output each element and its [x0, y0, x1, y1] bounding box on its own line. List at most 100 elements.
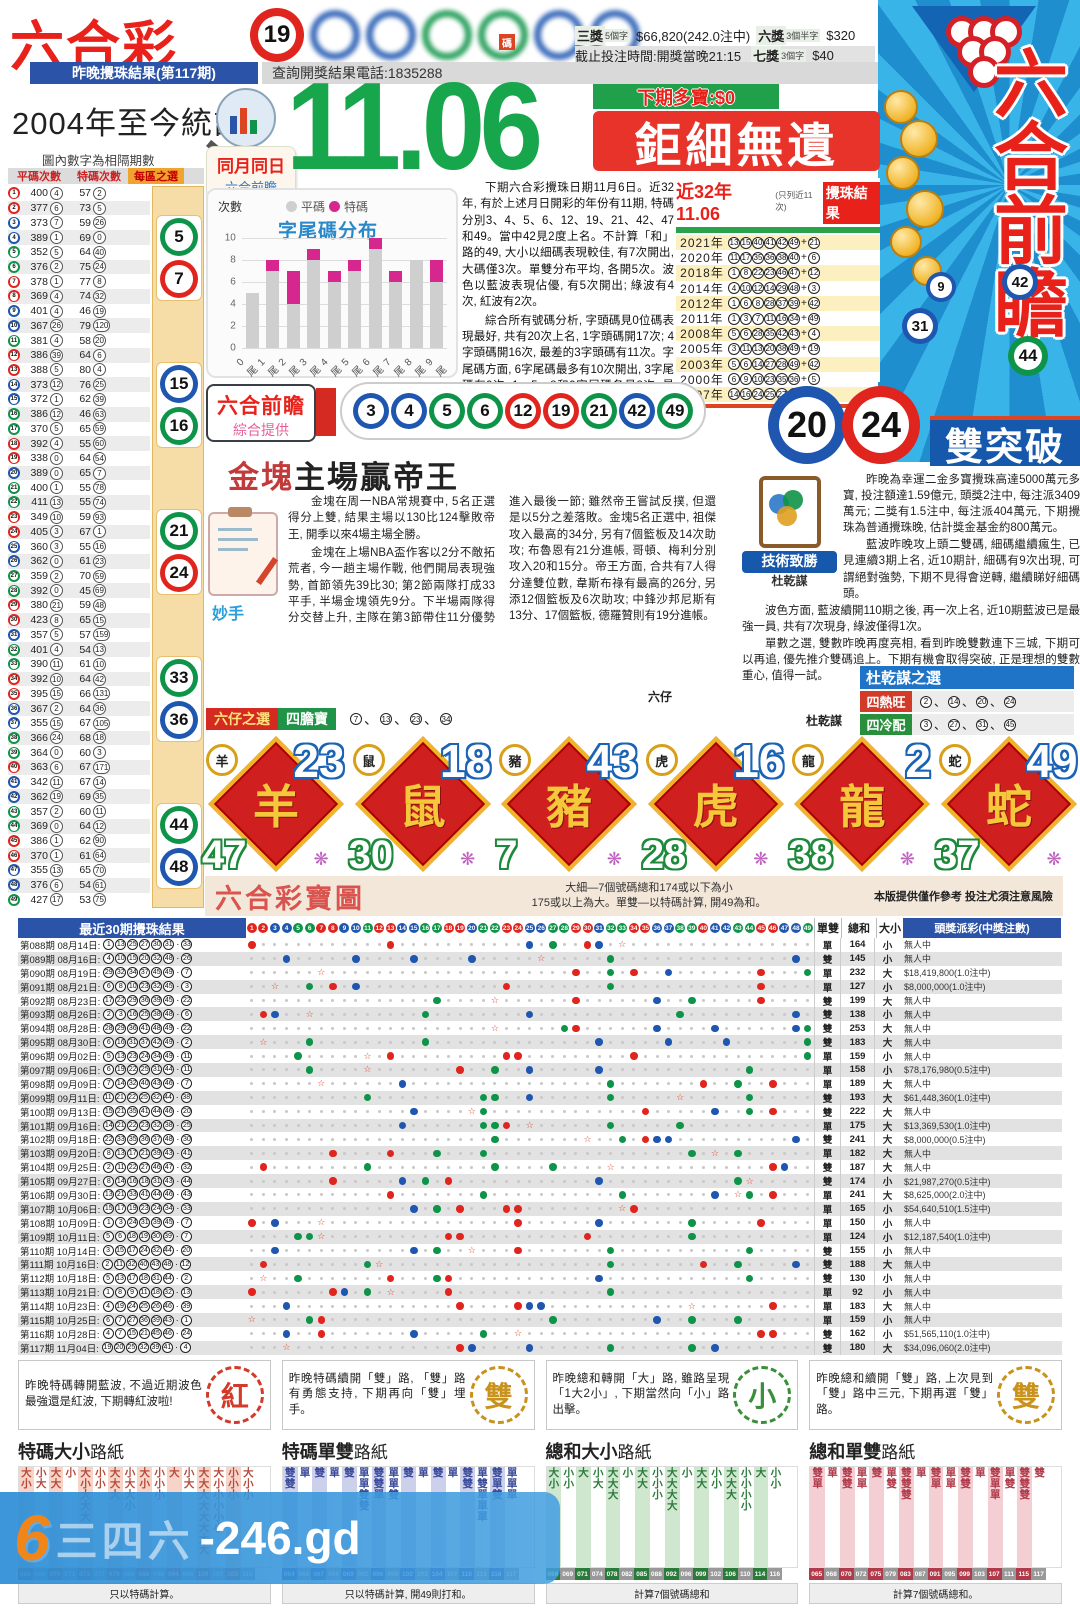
header-number-25: 25 [524, 923, 535, 933]
circled-number: 20 [139, 953, 151, 965]
circled-number: 3 [102, 1245, 114, 1257]
right-paragraph: 單數之選, 雙數昨晚再度亮相, 看到昨晚雙數連下三城, 下期可以再追, 優先推介… [742, 637, 1080, 683]
year-result-row: 2018年 1 8 22 23 46 47 +12 [676, 265, 880, 281]
zodiac-bottom-number: 38 [788, 833, 833, 877]
circled-number: 9 [740, 373, 752, 386]
result-row-第094期: 第094期 08月28日: 28 29 36 41 48 49 · 22 ☆ 雙 253 大無人中 [20, 1021, 932, 1036]
circled-number: 35 [127, 1133, 139, 1145]
circled-number: 11 [113, 1258, 125, 1270]
header-number-10: 10 [350, 923, 361, 933]
number-columns-header: 1 2 3 4 5 6 7 8 9 10 11 12 13 14 15 16 17 18 19 20 21 22 23 24 2… [246, 918, 814, 938]
circled-number: 9 [126, 1286, 138, 1298]
circled-number: 7 [752, 312, 764, 325]
ball-42: 42 [8, 790, 20, 803]
big-date: 11.06 [286, 58, 543, 196]
result-row-第088期: 第088期 08月14日: 1 13 25 27 30 31 · 33 ☆ 單 164 小無人中 [20, 938, 932, 952]
result-row-第095期: 第095期 08月30日: 6 16 31 37 42 49 · 2 ☆ 雙 183 大無人中 [18, 1035, 1062, 1049]
right-paragraph: 藍波昨晚攻上頭二雙碼, 細碼繼續瘋生, 已見連續3期上名, 近10期計, 細碼有… [843, 539, 1080, 600]
circled-number: 16 [115, 1036, 127, 1048]
ball-6: 6 [8, 260, 20, 273]
circled-number: 22 [127, 1064, 139, 1076]
stats-row: 36 367 2 64 36 [8, 701, 150, 716]
ball-23: 23 [8, 511, 20, 524]
header-number-19: 19 [455, 923, 466, 933]
bar-0尾 [245, 293, 259, 348]
prize-info: 三獎 5個字 $66,820(242.0注中) 六獎 3個半字 $320 截止投注時… [575, 25, 875, 65]
circled-number: 13 [103, 1189, 115, 1201]
circled-number: 23 [139, 1120, 151, 1132]
stats-row: 22 411 13 55 74 [8, 495, 150, 510]
commentary-box: 昨晚總和續開「雙」路, 上次見到「雙」路中三元, 下期再選「雙」路。雙 [809, 1360, 1062, 1430]
ball-15: 15 [160, 365, 198, 403]
circled-number: 46 [776, 266, 788, 279]
circled-number: 6 [728, 373, 740, 386]
banner-char: 六 [994, 43, 1068, 126]
banner-char: 合 [994, 116, 1068, 200]
result-row-第107期: 第107期 10月06日: 15 17 19 23 24 34 · 33 ☆ 單 165 小 $54,64… [18, 1201, 1062, 1216]
circled-number: 28 [103, 1022, 115, 1034]
ball-15: 15 [8, 393, 20, 406]
circled-number: 4 [102, 1328, 114, 1340]
result-row-第114期: 第114期 10月23日: 4 19 24 25 26 46 · 39 ☆ 單 183 大無人中 [20, 1299, 932, 1314]
header-number-38: 38 [675, 923, 686, 933]
header-number-43: 43 [733, 923, 744, 933]
ball-11: 11 [8, 334, 20, 347]
header-number-8: 8 [327, 923, 339, 933]
result-row-第108期: 第108期 10月09日: 1 3 24 31 39 45 · 7 ☆ 單 150 小無人中 [20, 1215, 932, 1230]
ball-25: 25 [8, 540, 20, 553]
circled-number: 44 [162, 1092, 174, 1104]
circled-number: 28 [752, 327, 764, 340]
ball-7: 7 [160, 260, 198, 298]
circled-number: 32 [181, 1161, 193, 1173]
zodiac-card-蛇: 蛇蛇 49 37 ❋ [934, 735, 1078, 877]
last-draw-label: 昨晚攪珠結果(第117期) [30, 62, 258, 84]
circled-number: 34 [788, 312, 800, 325]
stats-row: 2 377 6 73 5 [8, 200, 150, 216]
circled-number: 8 [103, 1147, 115, 1159]
circled-number: 47 [788, 266, 800, 279]
road-footer: 計算7個號碼總和。 [809, 1583, 1062, 1604]
ball-4: 4 [8, 231, 20, 244]
circled-number: 19 [138, 1231, 150, 1243]
circled-number: 15 [103, 1106, 115, 1118]
header-number-3: 3 [269, 923, 281, 933]
header-number-45: 45 [756, 923, 767, 933]
stats-row: 13 388 5 80 4 [8, 363, 150, 378]
header-number-40: 40 [698, 923, 709, 933]
circled-number: 17 [740, 251, 752, 264]
circled-number: 37 [139, 1036, 151, 1048]
ball-9: 9 [926, 272, 956, 302]
clipboard-note: 妙手 [212, 606, 245, 623]
x-label: 1尾 [255, 356, 281, 380]
circled-number: 27 [139, 1161, 151, 1173]
circled-number: 32 [125, 1258, 137, 1270]
circled-number: 6 [740, 358, 752, 371]
header-number-14: 14 [397, 923, 408, 933]
zodiac-top-number: 18 [440, 735, 492, 787]
circled-number: 42 [776, 327, 788, 340]
circled-number: 45 [163, 1217, 175, 1229]
banner-title: 六合前瞻 [988, 43, 1074, 341]
circled-number: 23 [764, 373, 776, 386]
zodiac-card-虎: 虎虎 16 28 ❋ [641, 735, 785, 877]
circled-number: 20 [181, 1106, 193, 1118]
circled-number: 6 [114, 1231, 126, 1243]
circled-number: 25 [139, 1064, 151, 1076]
stats-row: 45 386 1 62 90 [8, 834, 150, 849]
circled-number: 7 [114, 1328, 126, 1340]
stats-row: 44 369 0 64 12 [8, 818, 150, 834]
circled-number: 15 [126, 1328, 138, 1340]
coin [884, 90, 918, 124]
circled-number: 37 [139, 967, 151, 979]
zodiac-animal: 鼠 [399, 781, 446, 833]
circled-number: 40 [752, 236, 764, 249]
circled-number: 27 [139, 939, 151, 951]
circled-number: 35 [752, 251, 764, 264]
stats-row: 14 373 12 76 25 [8, 377, 150, 393]
circled-number: 4 [180, 1342, 192, 1354]
circled-number: 46 [162, 1300, 174, 1312]
circled-number: 17 [127, 1147, 139, 1159]
result-row-第111期: 第111期 10月16日: 2 11 32 40 43 48 · 12 ☆ 雙 188 大無人中 [18, 1257, 1062, 1271]
circled-number: 21 [115, 1189, 127, 1201]
coin [886, 156, 920, 190]
